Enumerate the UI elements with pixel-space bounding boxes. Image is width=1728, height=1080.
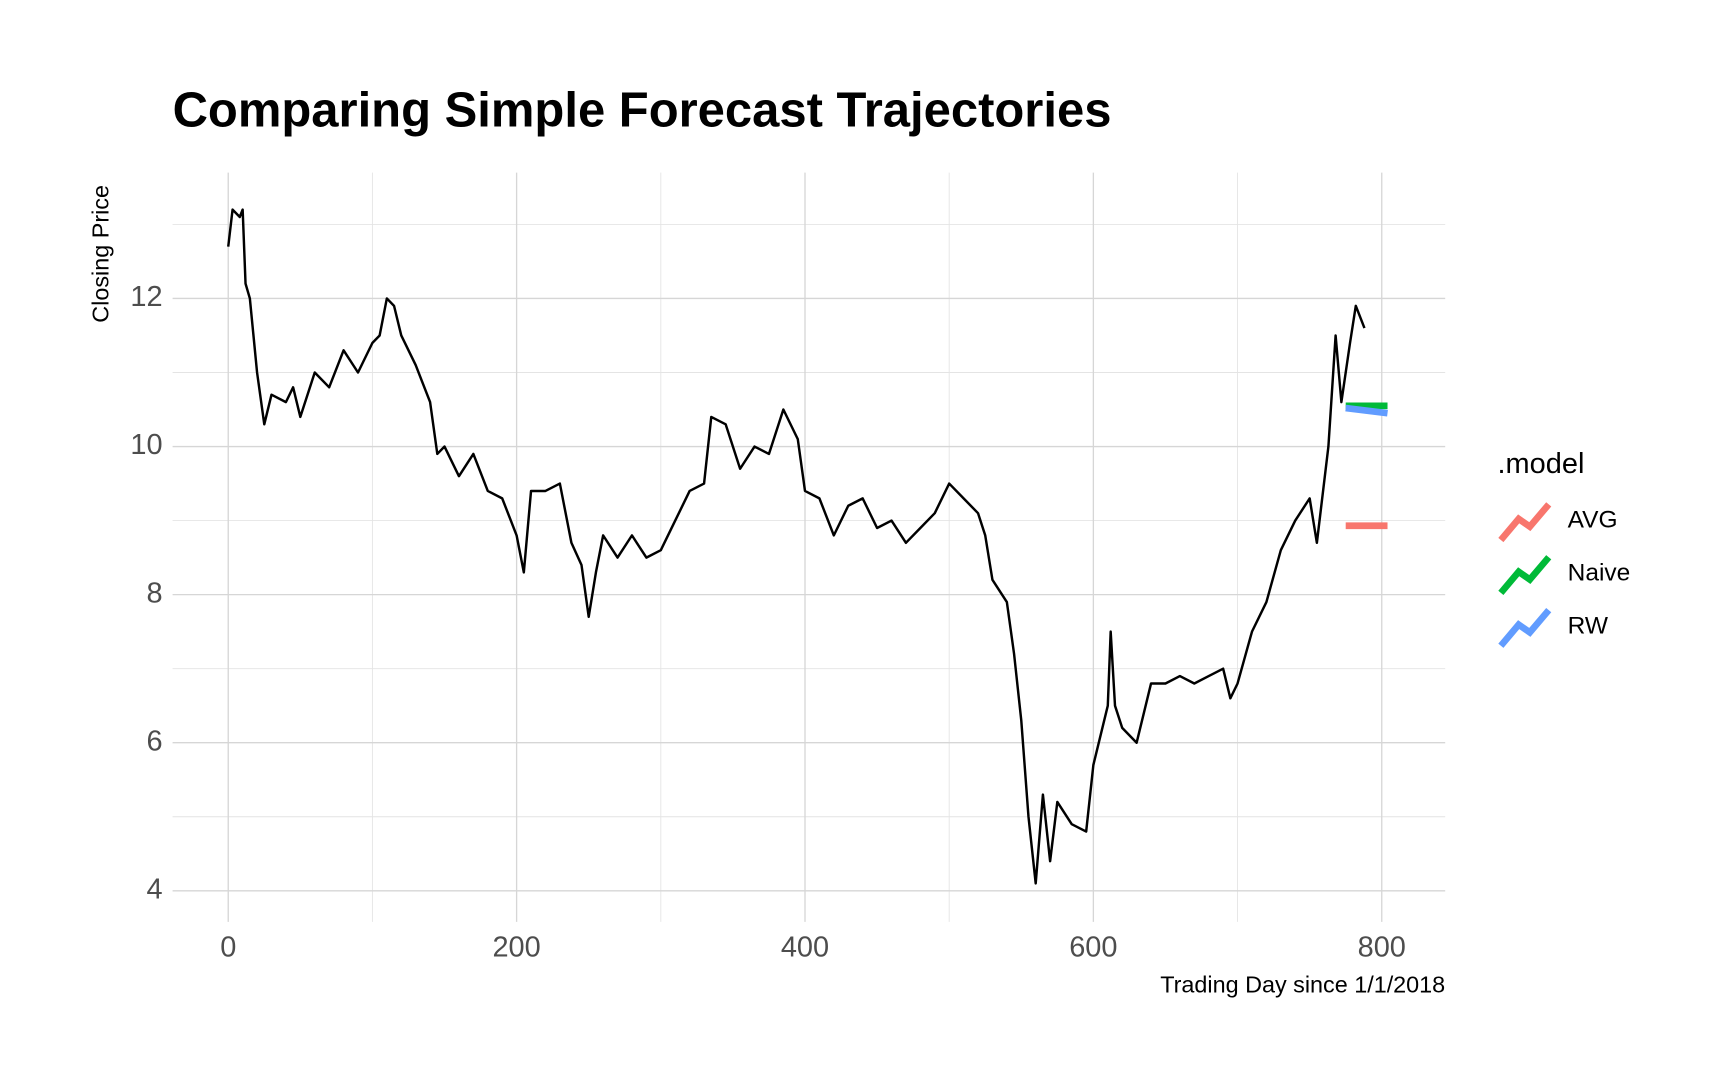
x-tick-label: 600 xyxy=(1069,931,1117,963)
price-line xyxy=(227,208,1366,885)
y-axis-label: Closing Price xyxy=(88,185,114,323)
legend-key xyxy=(1498,555,1552,596)
x-tick-label: 800 xyxy=(1358,931,1406,963)
y-tick-label: 6 xyxy=(146,725,162,757)
x-tick-label: 400 xyxy=(781,931,829,963)
legend-label: AVG xyxy=(1568,507,1618,534)
y-tick-label: 8 xyxy=(146,577,162,609)
legend-title: .model xyxy=(1498,448,1585,480)
x-tick-label: 200 xyxy=(492,931,540,963)
legend-key xyxy=(1498,607,1552,648)
forecast-line xyxy=(1345,404,1388,417)
legend-key xyxy=(1498,502,1552,543)
x-tick-label: 0 xyxy=(220,931,236,963)
y-tick-label: 12 xyxy=(130,281,162,313)
legend-label: Naive xyxy=(1568,559,1631,586)
chart-title: Comparing Simple Forecast Trajectories xyxy=(173,84,1112,138)
legend-label: RW xyxy=(1568,612,1609,639)
x-axis-label: Trading Day since 1/1/2018 xyxy=(1160,972,1445,998)
y-tick-label: 10 xyxy=(130,429,162,461)
y-tick-label: 4 xyxy=(146,873,162,905)
